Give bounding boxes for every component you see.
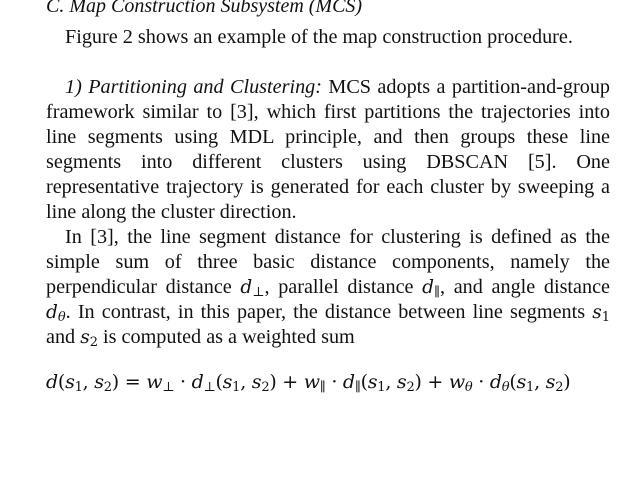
math-perpendicular-distance: d⊥ (240, 277, 265, 300)
math-segment-s2: s2 (80, 327, 98, 350)
subsection-run-in-heading: 1) Partitioning and Clustering: (65, 76, 322, 98)
paragraph-text: and (46, 326, 76, 348)
math-parallel-distance: d∥ (422, 277, 441, 300)
paragraph-partitioning: 1) Partitioning and Clustering: MCS adop… (46, 75, 610, 225)
distance-equation: d(s1, s2) = w⊥ · d⊥(s1, s2) + w∥ · d∥(s1… (46, 371, 571, 395)
paragraph-text: , parallel distance (264, 276, 414, 298)
paragraph-figure-reference: Figure 2 shows an example of the map con… (46, 25, 610, 50)
paragraph-text: Figure 2 shows an example of the map con… (65, 26, 573, 48)
math-angle-distance: dθ (46, 302, 66, 325)
paragraph-text: In [3], the line segment distance for cl… (46, 226, 610, 298)
paragraph-text: is computed as a weighted sum (103, 326, 355, 348)
paragraph-distance-definition: In [3], the line segment distance for cl… (46, 225, 610, 350)
math-segment-s1: s1 (592, 302, 611, 325)
section-heading: C. Map Construction Subsystem (MCS) (46, 0, 363, 17)
paragraph-text: MCS adopts a partition-and-group framewo… (46, 76, 611, 223)
paragraph-text: , and angle distance (440, 276, 611, 298)
paragraph-text: . In contrast, in this paper, the distan… (65, 301, 586, 323)
